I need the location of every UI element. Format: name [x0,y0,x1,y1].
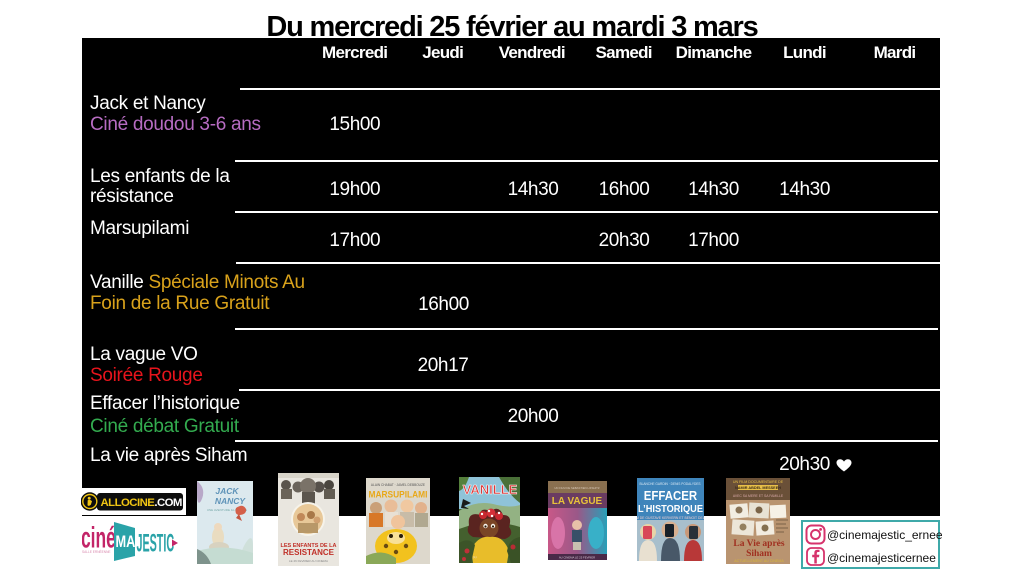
svg-text:LE 26 FEVRIER AU CINEMA: LE 26 FEVRIER AU CINEMA [289,559,328,563]
svg-text:ALAIN CHABAT · JAMEL DEBBOUZE: ALAIN CHABAT · JAMEL DEBBOUZE [371,483,425,487]
svg-text:ciné: ciné [82,522,116,555]
svg-text:VANILLE: VANILLE [463,482,518,497]
svg-text:Siham: Siham [746,549,772,559]
svg-text:AU CINEMA LE 25 FEVRIER: AU CINEMA LE 25 FEVRIER [559,556,595,560]
svg-text:ACTUELLEMENT AU CINEMA: ACTUELLEMENT AU CINEMA [734,559,784,563]
svg-text:UNE AVENTURE ILLUSTREE: UNE AVENTURE ILLUSTREE [207,508,247,512]
svg-text:MA: MA [116,532,136,551]
svg-text:AVEC SA MERE ET SA FAMILLE: AVEC SA MERE ET SA FAMILLE [733,494,784,498]
svg-text:SALLE ERNÉENNE: SALLE ERNÉENNE [82,549,111,554]
svg-text:EFFACER: EFFACER [644,488,697,503]
svg-text:NAMIR ABDEL MESSEEH: NAMIR ABDEL MESSEEH [735,486,781,490]
svg-text:BLANCHE GARDIN · DENIS PODALYD: BLANCHE GARDIN · DENIS PODALYDES [639,482,700,486]
svg-text:L’HISTORIQUE: L’HISTORIQUE [638,504,703,516]
svg-text:UN FILM DE SEBASTIEN LIFSHITZ: UN FILM DE SEBASTIEN LIFSHITZ [554,486,600,490]
svg-text:NANCY: NANCY [215,496,247,506]
svg-text:LA VAGUE: LA VAGUE [552,496,603,507]
svg-text:UN FILM DOCUMENTAIRE DE: UN FILM DOCUMENTAIRE DE [733,480,784,484]
svg-text:JACK: JACK [215,486,239,496]
svg-text:ALLOCINE.COM: ALLOCINE.COM [101,497,182,509]
svg-text:LES ENFANTS DE LA: LES ENFANTS DE LA [281,543,337,549]
svg-text:MARSUPILAMI: MARSUPILAMI [369,489,428,500]
svg-text:UN FILM DE GUSTAVE KERVERN ET: UN FILM DE GUSTAVE KERVERN ET BENOIT DEL… [637,516,704,520]
svg-text:La Vie après: La Vie après [733,539,784,549]
svg-text:(L): (L) [473,555,477,559]
svg-text:RESISTANCE: RESISTANCE [283,548,335,557]
svg-text:JESTIC: JESTIC [137,531,175,558]
